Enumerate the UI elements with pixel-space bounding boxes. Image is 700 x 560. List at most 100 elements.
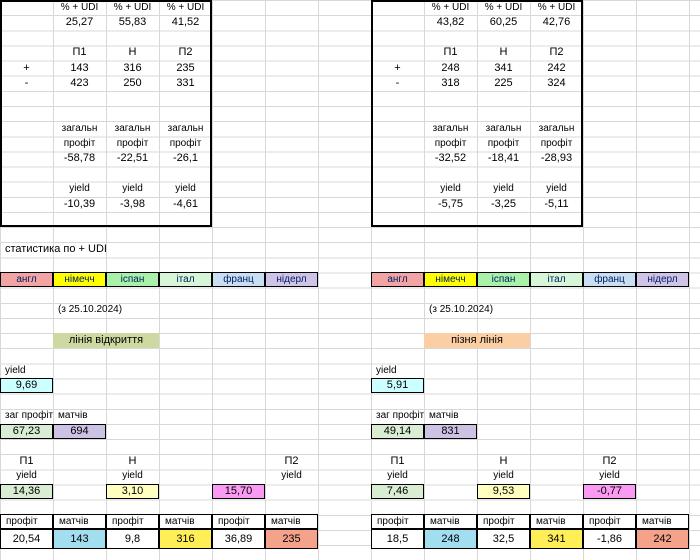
profit-header: профіт	[583, 514, 636, 530]
udi-percent-value: 43,82	[436, 16, 465, 29]
profit-value-cell[interactable]: 36,89	[212, 529, 265, 550]
matches-value-cell[interactable]: 248	[424, 529, 477, 550]
total-profit-value: -32,52	[434, 152, 467, 165]
yield-value-cell[interactable]: 9,69	[0, 378, 53, 394]
profit-value-cell[interactable]: 18,5	[371, 529, 424, 550]
profit-value-cell[interactable]: 9,8	[106, 529, 159, 550]
yield-label: yield	[122, 183, 143, 195]
yield-value-cell[interactable]: 9,53	[477, 484, 530, 500]
yield-value: -3,25	[490, 197, 517, 210]
profit-header: профіт	[477, 514, 530, 530]
total-profit-word: профіт	[487, 137, 520, 149]
total-profit-word: загальн	[114, 122, 151, 134]
minus-row-label: -	[395, 76, 400, 89]
yield-label: yield	[175, 183, 196, 195]
tab-italian-left[interactable]: італ	[159, 272, 212, 288]
tab-french-left[interactable]: франц	[212, 272, 265, 288]
total-profit-value: -58,78	[63, 152, 96, 165]
plus-count-cell: 143	[70, 61, 89, 74]
total-profit-word: загальн	[61, 122, 98, 134]
yield-label: yield	[493, 470, 514, 482]
total-profit-value: -28,93	[540, 152, 573, 165]
tab-italian-right[interactable]: італ	[530, 272, 583, 288]
yield-label: yield	[546, 183, 567, 195]
total-profit-cell[interactable]: 67,23	[0, 423, 53, 439]
yield-label: yield	[599, 470, 620, 482]
total-profit-word: загальн	[167, 122, 204, 134]
minus-count-cell: 423	[70, 76, 89, 89]
tab-english-right[interactable]: англ	[371, 272, 424, 288]
yield-value: -5,75	[437, 197, 464, 210]
matches-header: матчів	[265, 514, 318, 530]
tab-spanish-right[interactable]: іспан	[477, 272, 530, 288]
minus-count-cell: 318	[441, 76, 460, 89]
tab-dutch-left[interactable]: нідерл	[265, 272, 318, 288]
tab-english-left[interactable]: англ	[0, 272, 53, 288]
yield-value: -4,61	[172, 197, 199, 210]
tab-german-right[interactable]: німечч	[424, 272, 477, 288]
outcome-header-p1: П1	[443, 46, 458, 59]
plus-count-cell: 341	[494, 61, 513, 74]
tab-french-right[interactable]: франц	[583, 272, 636, 288]
yield-label: yield	[16, 470, 37, 482]
matches-value-cell[interactable]: 316	[159, 529, 212, 550]
matches-value-cell[interactable]: 242	[636, 529, 689, 550]
total-profit-label: заг профіт	[5, 409, 54, 421]
total-profit-value: -18,41	[487, 152, 520, 165]
yield-value-cell[interactable]: 15,70	[212, 484, 265, 500]
total-profit-word: профіт	[434, 137, 467, 149]
matches-header: матчів	[424, 514, 477, 530]
total-profit-word: профіт	[540, 137, 573, 149]
matches-value-cell[interactable]: 341	[530, 529, 583, 550]
yield-label: yield	[281, 470, 302, 482]
plus-count-cell: 235	[176, 61, 195, 74]
tab-german-left[interactable]: німечч	[53, 272, 106, 288]
tab-spanish-left[interactable]: іспан	[106, 272, 159, 288]
total-profit-word: загальн	[538, 122, 575, 134]
udi-percent-value: 25,27	[65, 16, 94, 29]
tab-dutch-right[interactable]: нідерл	[636, 272, 689, 288]
yield-value-cell[interactable]: 5,91	[371, 378, 424, 394]
matches-header: матчів	[159, 514, 212, 530]
minus-count-cell: 331	[176, 76, 195, 89]
date-note: (з 25.10.2024)	[58, 304, 123, 316]
udi-percent-value: 55,83	[118, 16, 147, 29]
profit-value-cell[interactable]: 32,5	[477, 529, 530, 550]
udi-percent-value: 60,25	[489, 16, 518, 29]
plus-row-label: +	[23, 61, 30, 74]
profit-header: профіт	[106, 514, 159, 530]
matches-value-cell[interactable]: 143	[53, 529, 106, 550]
outcome-header-p1: П1	[72, 46, 87, 59]
matches-count-cell[interactable]: 694	[53, 423, 106, 439]
total-profit-word: загальн	[432, 122, 469, 134]
matches-value-cell[interactable]: 235	[265, 529, 318, 550]
profit-header: профіт	[371, 514, 424, 530]
outcome-header-p2: П2	[284, 454, 299, 467]
yield-value-cell[interactable]: 7,46	[371, 484, 424, 500]
total-profit-cell[interactable]: 49,14	[371, 423, 424, 439]
profit-value-cell[interactable]: -1,86	[583, 529, 636, 550]
outcome-header-h: Н	[499, 454, 508, 467]
outcome-header-h: Н	[128, 454, 137, 467]
outcome-header-p1: П1	[390, 454, 405, 467]
yield-value-cell[interactable]: -0,77	[583, 484, 636, 500]
profit-value-cell[interactable]: 20,54	[0, 529, 53, 550]
yield-value-cell[interactable]: 3,10	[106, 484, 159, 500]
total-profit-value: -26,1	[172, 152, 199, 165]
total-profit-word: профіт	[63, 137, 96, 149]
udi-percent-header: % + UDI	[60, 1, 99, 13]
total-profit-word: загальн	[485, 122, 522, 134]
yield-label: yield	[69, 183, 90, 195]
total-profit-value: -22,51	[116, 152, 149, 165]
yield-value-cell[interactable]: 14,36	[0, 484, 53, 500]
udi-percent-header: % + UDI	[431, 1, 470, 13]
yield-label: yield	[122, 470, 143, 482]
date-note: (з 25.10.2024)	[429, 304, 494, 316]
minus-row-label: -	[24, 76, 29, 89]
matches-count-cell[interactable]: 831	[424, 423, 477, 439]
yield-label: yield	[440, 183, 461, 195]
yield-label: yield	[387, 470, 408, 482]
outcome-header-p2: П2	[178, 46, 193, 59]
matches-header: матчів	[530, 514, 583, 530]
matches-label: матчів	[58, 409, 88, 421]
